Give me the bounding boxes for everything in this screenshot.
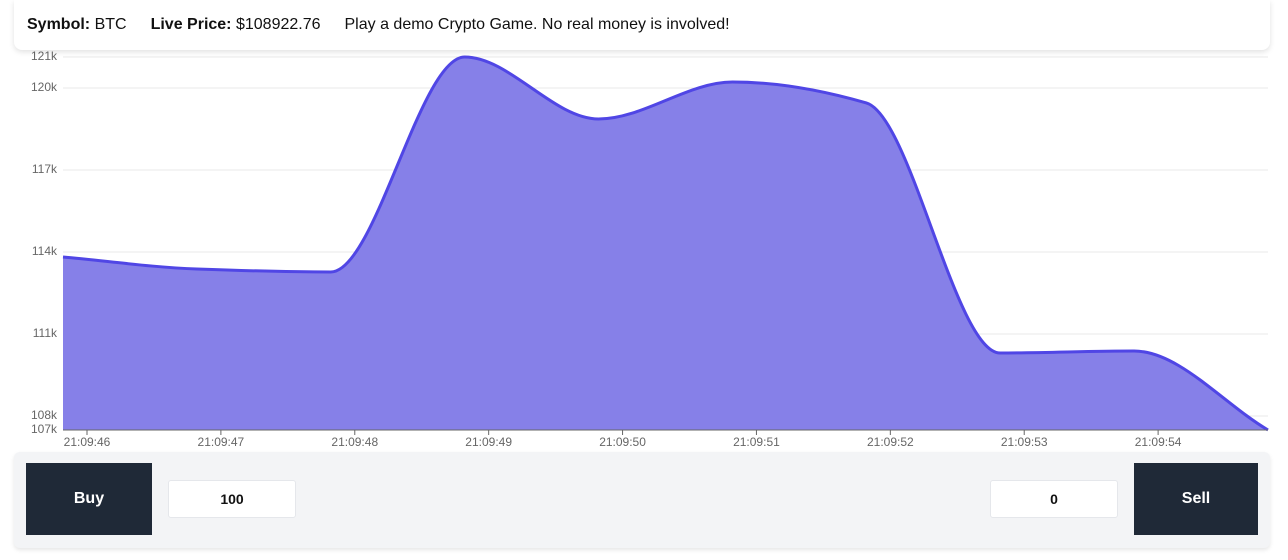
area-line [62, 55, 1269, 432]
y-tick-label: 107k [31, 422, 58, 436]
y-tick-label: 114k [32, 244, 58, 258]
y-tick-label: 121k [31, 49, 58, 63]
x-tick-label: 21:09:53 [1001, 435, 1048, 449]
sell-amount-input[interactable]: 0 [990, 480, 1118, 518]
x-tick-label: 21:09:47 [198, 435, 245, 449]
x-tick-label: 21:09:51 [733, 435, 780, 449]
price: $108922.76 [235, 16, 321, 33]
label: Live Price: [150, 16, 232, 33]
symbol-label: Symbol: BTC [27, 16, 127, 34]
sell-button[interactable]: Sell [1134, 463, 1258, 535]
y-tick-label: 108k [31, 408, 58, 422]
x-tick-label: 21:09:50 [599, 435, 646, 449]
buy-amount-input[interactable]: 100 [168, 480, 296, 518]
y-tick-label: 111k [33, 326, 58, 340]
header: Symbol: BTC Live Price: $108922.76 Play … [14, 0, 1270, 50]
x-tick-label: 21:09:54 [1135, 435, 1182, 449]
price-label: Live Price: $108922.76 [151, 16, 321, 34]
area-fill [63, 57, 1268, 430]
label: Symbol: [27, 16, 91, 33]
x-tick-label: 21:09:52 [867, 435, 914, 449]
symbol: BTC [94, 16, 127, 33]
message: Play a demo Crypto Game. No real money i… [344, 16, 730, 33]
x-tick-label: 21:09:46 [64, 435, 111, 449]
y-tick-label: 117k [32, 162, 58, 176]
x-tick-label: 21:09:48 [331, 435, 378, 449]
x-tick-label: 21:09:49 [465, 435, 512, 449]
buy-button[interactable]: Buy [26, 463, 152, 535]
trade-panel: Buy 100 0 Sell [14, 452, 1270, 548]
y-tick-label: 120k [31, 80, 58, 94]
